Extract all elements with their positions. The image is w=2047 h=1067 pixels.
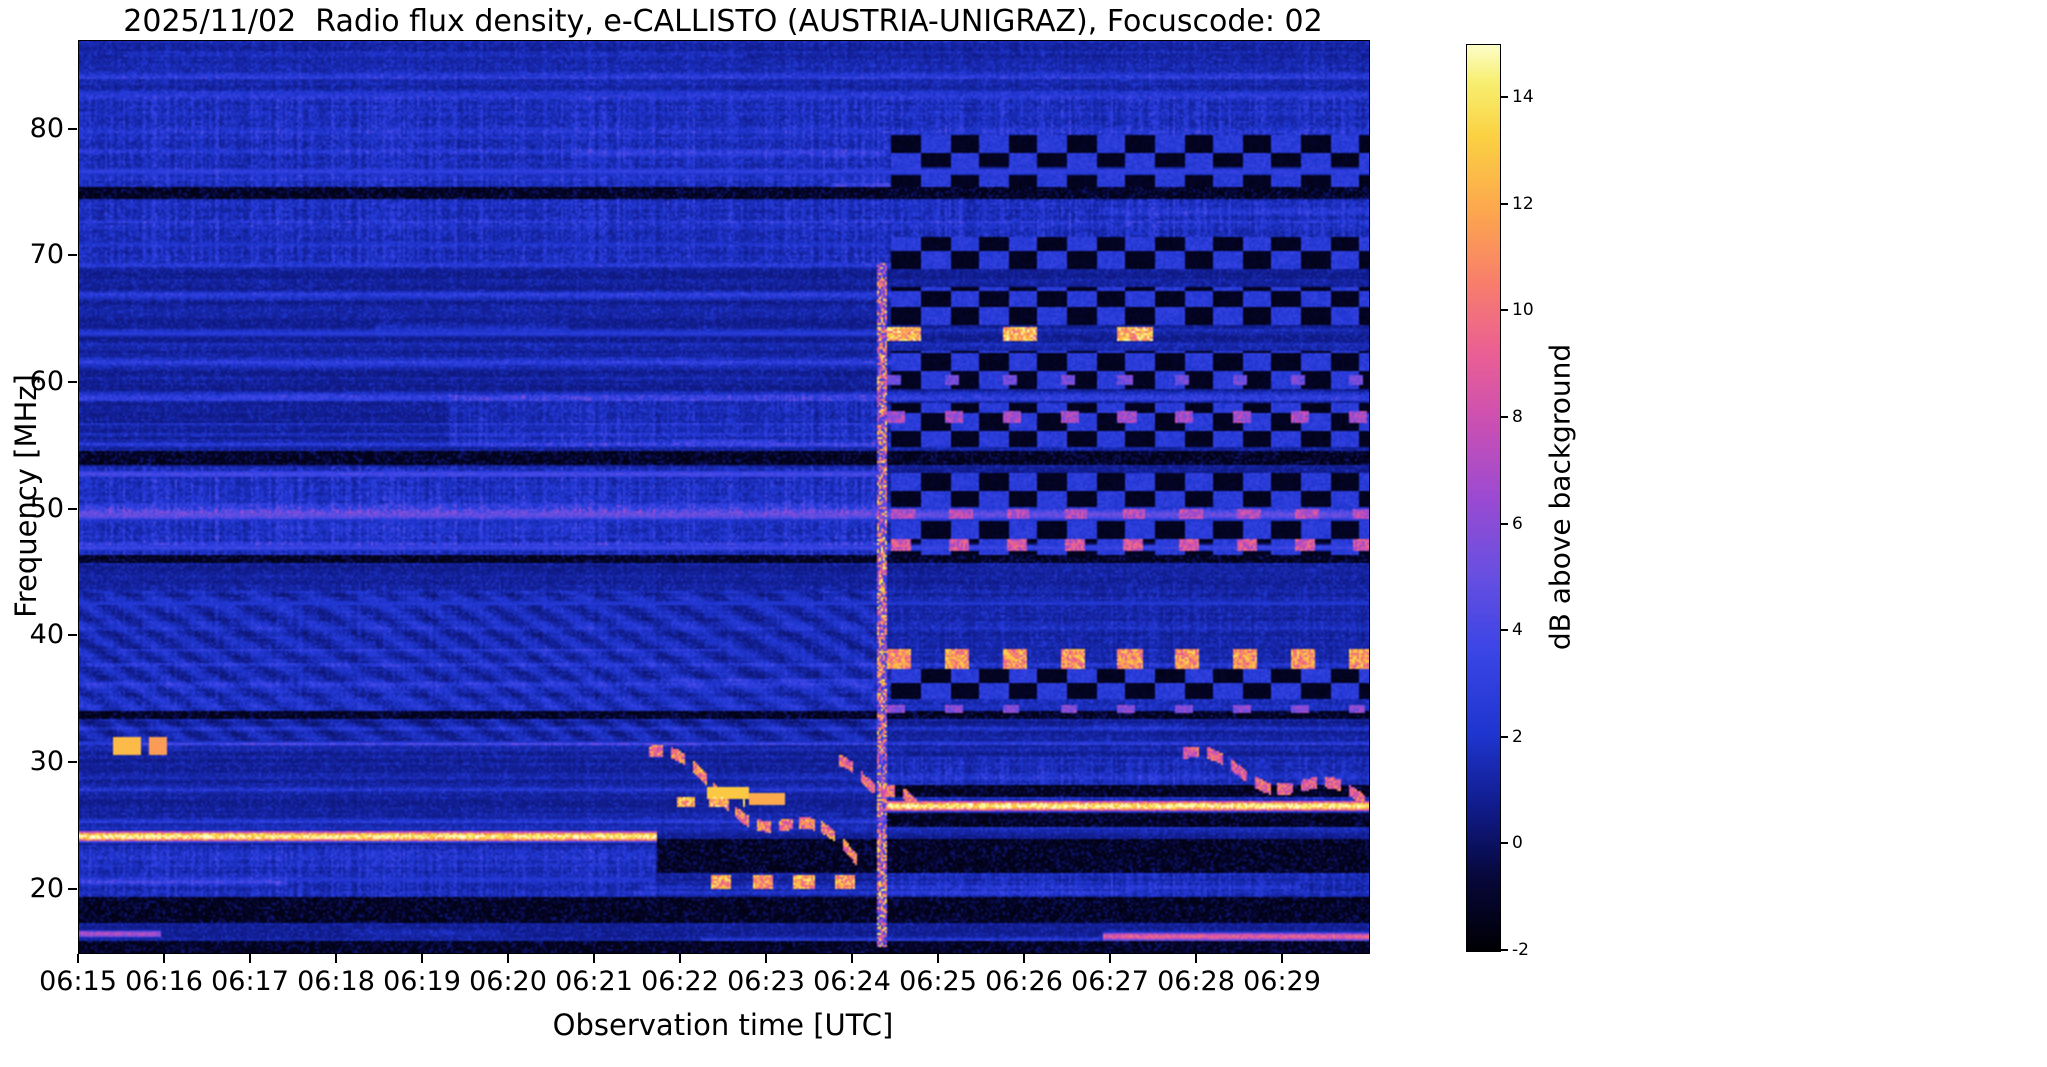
colorbar-tick-label: 4 — [1512, 620, 1523, 641]
x-tick-mark — [679, 954, 681, 963]
x-axis-label: Observation time [UTC] — [552, 1008, 894, 1042]
spectrogram-heatmap — [79, 41, 1369, 953]
x-tick-mark — [1281, 954, 1283, 963]
y-tick-mark — [68, 254, 77, 257]
x-tick-mark — [77, 954, 79, 963]
colorbar-tick-mark — [1501, 96, 1508, 99]
colorbar-tick-label: 14 — [1512, 87, 1534, 108]
y-tick-label: 60 — [29, 366, 64, 397]
y-tick-label: 20 — [29, 872, 64, 904]
x-tick-label: 06:27 — [1071, 966, 1149, 997]
x-tick-label: 06:15 — [39, 966, 117, 997]
x-tick-mark — [1023, 954, 1025, 963]
colorbar-gradient — [1467, 45, 1500, 951]
x-tick-mark — [335, 954, 337, 963]
y-tick-mark — [68, 887, 77, 890]
x-tick-label: 06:17 — [211, 966, 289, 997]
colorbar-tick-mark — [1501, 629, 1508, 632]
y-tick-label: 30 — [29, 746, 64, 777]
x-tick-mark — [1109, 954, 1111, 963]
y-tick-label: 80 — [29, 112, 64, 144]
x-tick-mark — [421, 954, 423, 963]
colorbar-tick-mark — [1501, 309, 1508, 312]
y-tick-mark — [68, 761, 77, 763]
x-tick-label: 06:25 — [899, 966, 977, 997]
colorbar-tick-mark — [1501, 842, 1508, 845]
x-tick-mark — [163, 954, 165, 963]
colorbar — [1466, 44, 1501, 952]
x-tick-label: 06:18 — [297, 966, 375, 997]
x-tick-label: 06:16 — [125, 966, 203, 997]
colorbar-tick-mark — [1501, 522, 1508, 525]
colorbar-tick-label: 8 — [1512, 407, 1523, 428]
y-tick-mark — [68, 507, 77, 510]
y-tick-mark — [68, 634, 77, 637]
x-tick-label: 06:21 — [555, 966, 633, 997]
colorbar-tick-label: 0 — [1512, 833, 1523, 854]
x-tick-label: 06:29 — [1243, 966, 1321, 997]
y-tick-mark — [68, 381, 77, 383]
colorbar-tick-mark — [1501, 735, 1508, 738]
x-tick-mark — [249, 954, 251, 963]
colorbar-tick-mark — [1501, 202, 1508, 205]
x-tick-label: 06:28 — [1157, 966, 1235, 997]
colorbar-tick-mark — [1501, 949, 1508, 951]
x-tick-mark — [851, 954, 853, 963]
x-tick-label: 06:20 — [469, 966, 547, 997]
x-tick-mark — [593, 954, 595, 963]
y-tick-label: 70 — [29, 239, 64, 271]
colorbar-tick-label: 2 — [1512, 726, 1523, 747]
x-tick-label: 06:19 — [383, 966, 461, 997]
y-tick-label: 50 — [29, 492, 64, 524]
x-tick-mark — [937, 954, 939, 963]
x-tick-label: 06:23 — [727, 966, 805, 997]
colorbar-tick-label: -2 — [1512, 940, 1529, 960]
colorbar-tick-label: 6 — [1512, 513, 1523, 534]
colorbar-tick-mark — [1501, 416, 1508, 419]
x-tick-label: 06:26 — [985, 966, 1063, 997]
colorbar-tick-label: 10 — [1512, 300, 1534, 321]
x-tick-label: 06:22 — [641, 966, 719, 997]
colorbar-label: dB above background — [1543, 343, 1577, 651]
x-tick-mark — [507, 954, 509, 963]
y-tick-mark — [68, 127, 77, 130]
x-tick-mark — [1195, 954, 1197, 963]
chart-title: 2025/11/02 Radio flux density, e-CALLIST… — [123, 4, 1323, 39]
x-tick-label: 06:24 — [813, 966, 891, 997]
plot-area — [78, 40, 1370, 954]
x-tick-mark — [765, 954, 767, 963]
colorbar-tick-label: 12 — [1512, 193, 1534, 214]
y-tick-label: 40 — [29, 619, 64, 651]
